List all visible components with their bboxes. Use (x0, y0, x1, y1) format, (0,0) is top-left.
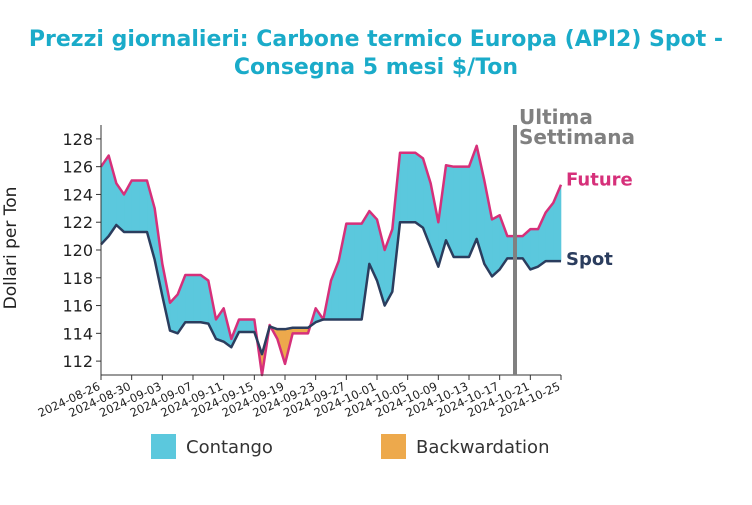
fill-areas (100, 145, 562, 376)
contango-fill (461, 166, 470, 258)
contango-fill (185, 274, 194, 323)
y-tick-label: 126 (62, 158, 93, 177)
contango-fill (353, 223, 362, 320)
y-tick-label: 114 (62, 324, 93, 343)
contango-fill (100, 154, 109, 246)
y-tick-label: 128 (62, 130, 93, 149)
contango-fill (530, 228, 539, 270)
last-week-annotation-line2: Settimana (519, 125, 635, 149)
contango-fill (246, 319, 255, 333)
contango-fill (192, 274, 201, 323)
spot-line (100, 220, 561, 356)
y-tick-label: 120 (62, 241, 93, 260)
legend-swatch-backwardation (381, 434, 406, 459)
y-tick-label: 118 (62, 269, 93, 288)
contango-fill (139, 180, 148, 233)
legend-label-contango: Contango (186, 437, 273, 458)
contango-fill (491, 214, 500, 278)
last-week-annotation-line1: Ultima (519, 105, 593, 129)
y-ticks: 112 114 116 118 120 122 124 126 128 (62, 130, 101, 371)
legend: Contango Backwardation (151, 434, 549, 459)
spot-series-label: Spot (566, 249, 613, 270)
contango-fill (415, 152, 424, 229)
future-series-label: Future (566, 170, 633, 191)
chart-title: Prezzi giornalieri: Carbone termico Euro… (28, 27, 724, 80)
y-tick-label: 112 (62, 352, 93, 371)
legend-swatch-contango (151, 434, 176, 459)
y-axis-label: Dollari per Ton (1, 187, 21, 310)
y-tick-label: 122 (62, 213, 93, 232)
future-line (99, 144, 563, 377)
y-tick-label: 124 (62, 185, 93, 204)
series-lines (99, 144, 563, 377)
x-ticks: 2024-08-262024-08-302024-09-032024-09-07… (36, 375, 562, 420)
contango-fill (346, 223, 355, 320)
contango-fill (238, 319, 247, 333)
contango-fill (399, 152, 408, 223)
contango-fill (453, 166, 462, 258)
contango-fill (200, 274, 209, 324)
contango-fill (407, 152, 416, 223)
legend-label-backwardation: Backwardation (416, 437, 549, 458)
contango-fill (131, 180, 140, 233)
y-tick-label: 116 (62, 297, 93, 316)
